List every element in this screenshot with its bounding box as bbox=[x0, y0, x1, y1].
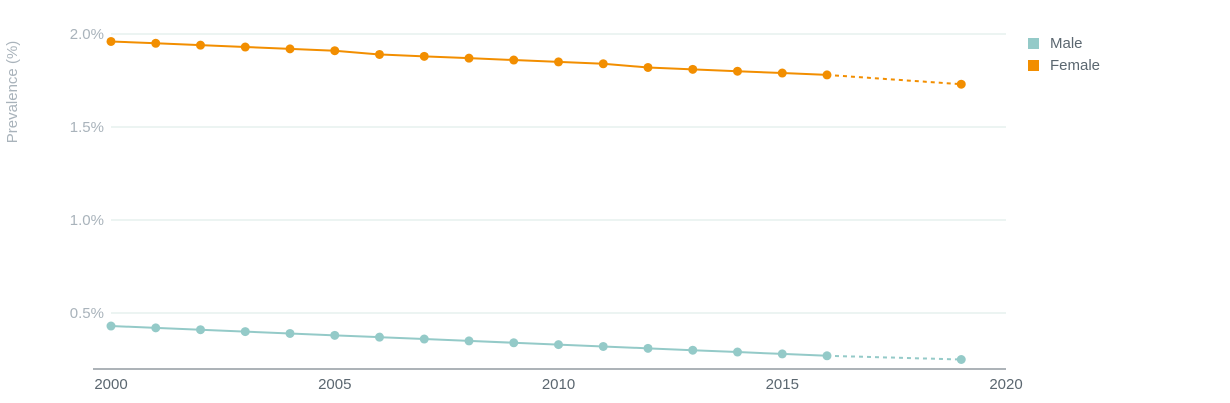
x-tick-label: 2000 bbox=[94, 376, 127, 393]
data-point-male[interactable] bbox=[240, 327, 250, 337]
data-point-female[interactable] bbox=[777, 68, 787, 78]
x-tick-label: 2020 bbox=[989, 376, 1022, 393]
x-tick-labels: 2000 2005 2010 2015 2020 bbox=[94, 376, 1022, 393]
data-point-female[interactable] bbox=[554, 57, 563, 67]
data-point-female[interactable] bbox=[419, 51, 429, 61]
data-point-male[interactable] bbox=[598, 341, 608, 351]
data-point-female[interactable] bbox=[285, 44, 295, 54]
y-tick-label: 1.5% bbox=[70, 119, 104, 136]
data-point-male[interactable] bbox=[285, 328, 295, 338]
y-tick-label: 2.0% bbox=[70, 26, 104, 43]
data-point-female[interactable] bbox=[733, 66, 742, 76]
data-point-female[interactable] bbox=[106, 36, 116, 46]
data-point-male[interactable] bbox=[419, 334, 429, 344]
data-point-female[interactable] bbox=[151, 38, 161, 48]
x-tick-label: 2015 bbox=[766, 376, 799, 393]
data-point-male[interactable] bbox=[956, 355, 966, 364]
data-point-male[interactable] bbox=[554, 340, 563, 350]
grid-lines bbox=[111, 33, 1006, 314]
y-tick-label: 0.5% bbox=[70, 305, 104, 322]
data-point-male[interactable] bbox=[643, 343, 653, 353]
data-point-female[interactable] bbox=[598, 59, 608, 69]
data-point-female[interactable] bbox=[375, 49, 384, 59]
legend-item-male[interactable]: Male bbox=[1028, 32, 1100, 54]
data-point-female[interactable] bbox=[464, 53, 474, 63]
legend-swatch-male bbox=[1028, 37, 1039, 49]
data-point-female[interactable] bbox=[956, 79, 966, 89]
series-projection-male bbox=[826, 354, 962, 361]
y-tick-labels: 0.5% 1.0% 1.5% 2.0% bbox=[70, 26, 104, 322]
x-tick-label: 2010 bbox=[542, 376, 575, 393]
data-point-male[interactable] bbox=[733, 347, 742, 357]
y-tick-label: 1.0% bbox=[70, 212, 104, 229]
data-point-male[interactable] bbox=[464, 336, 474, 346]
legend-label-male: Male bbox=[1050, 34, 1083, 52]
data-point-male[interactable] bbox=[509, 338, 519, 348]
data-point-male[interactable] bbox=[106, 321, 116, 331]
data-point-male[interactable] bbox=[822, 351, 832, 361]
x-tick-label: 2005 bbox=[318, 376, 351, 393]
data-point-male[interactable] bbox=[330, 330, 340, 340]
data-point-female[interactable] bbox=[688, 64, 698, 74]
series-group bbox=[106, 36, 966, 364]
data-point-female[interactable] bbox=[240, 42, 250, 52]
data-point-male[interactable] bbox=[375, 332, 384, 342]
data-point-male[interactable] bbox=[151, 323, 161, 333]
data-point-male[interactable] bbox=[688, 345, 698, 355]
series-projection-female bbox=[826, 73, 962, 86]
legend-item-female[interactable]: Female bbox=[1028, 54, 1100, 76]
data-point-female[interactable] bbox=[509, 55, 519, 65]
data-point-female[interactable] bbox=[330, 46, 340, 56]
legend-label-female: Female bbox=[1050, 56, 1101, 74]
data-point-male[interactable] bbox=[196, 325, 205, 335]
legend-swatch-female bbox=[1028, 59, 1039, 71]
data-point-female[interactable] bbox=[643, 62, 653, 72]
legend: Male Female bbox=[1028, 32, 1100, 76]
y-axis-title: Prevalence (%) bbox=[4, 41, 21, 144]
data-point-female[interactable] bbox=[196, 40, 205, 50]
data-point-male[interactable] bbox=[777, 349, 787, 359]
data-point-female[interactable] bbox=[822, 70, 832, 80]
